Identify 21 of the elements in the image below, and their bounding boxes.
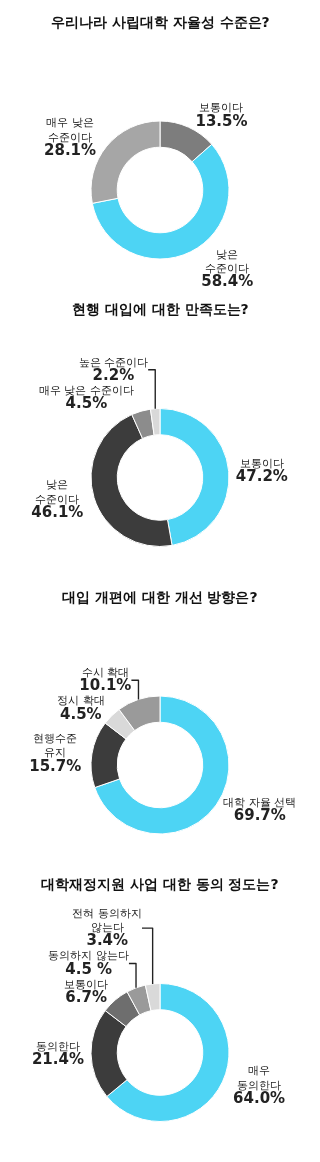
slice-label: 동의한다 xyxy=(35,1039,80,1053)
slice-label: 정시 확대 xyxy=(57,694,105,708)
chart-title: 대학재정지원 사업 대한 동의 정도는? xyxy=(41,876,279,892)
slice-label: 현행수준 유지 xyxy=(33,732,78,760)
slice-label: 낮은 수준이다 xyxy=(35,478,80,506)
slice-label: 낮은 수준이다 xyxy=(205,247,250,275)
chart-title: 현행 대입에 대한 만족도는? xyxy=(72,301,249,317)
slice-label: 보통이다 xyxy=(239,457,284,471)
slice-label: 대학 자율 선택 xyxy=(223,795,297,809)
slice-label: 동의하지 않는다 xyxy=(48,949,129,963)
chart-title: 우리나라 사립대학 자율성 수준은? xyxy=(51,14,270,30)
slice-label: 높은 수준이다 xyxy=(78,355,149,369)
slice-label: 보통이다 xyxy=(199,101,244,115)
data-label: 64.0% xyxy=(233,1089,286,1108)
slice-label: 수시 확대 xyxy=(81,666,130,680)
slice-label: 매우 낮은 수준이다 xyxy=(46,116,94,144)
slice-label: 보통이다 xyxy=(64,977,109,991)
slice-label: 매우 동의한다 xyxy=(237,1064,282,1092)
data-label: 6.7% xyxy=(65,988,107,1006)
chart-title: 대입 개편에 대한 개선 방향은? xyxy=(62,589,258,605)
slice-label: 매우 낮은 수준이다 xyxy=(38,383,134,397)
